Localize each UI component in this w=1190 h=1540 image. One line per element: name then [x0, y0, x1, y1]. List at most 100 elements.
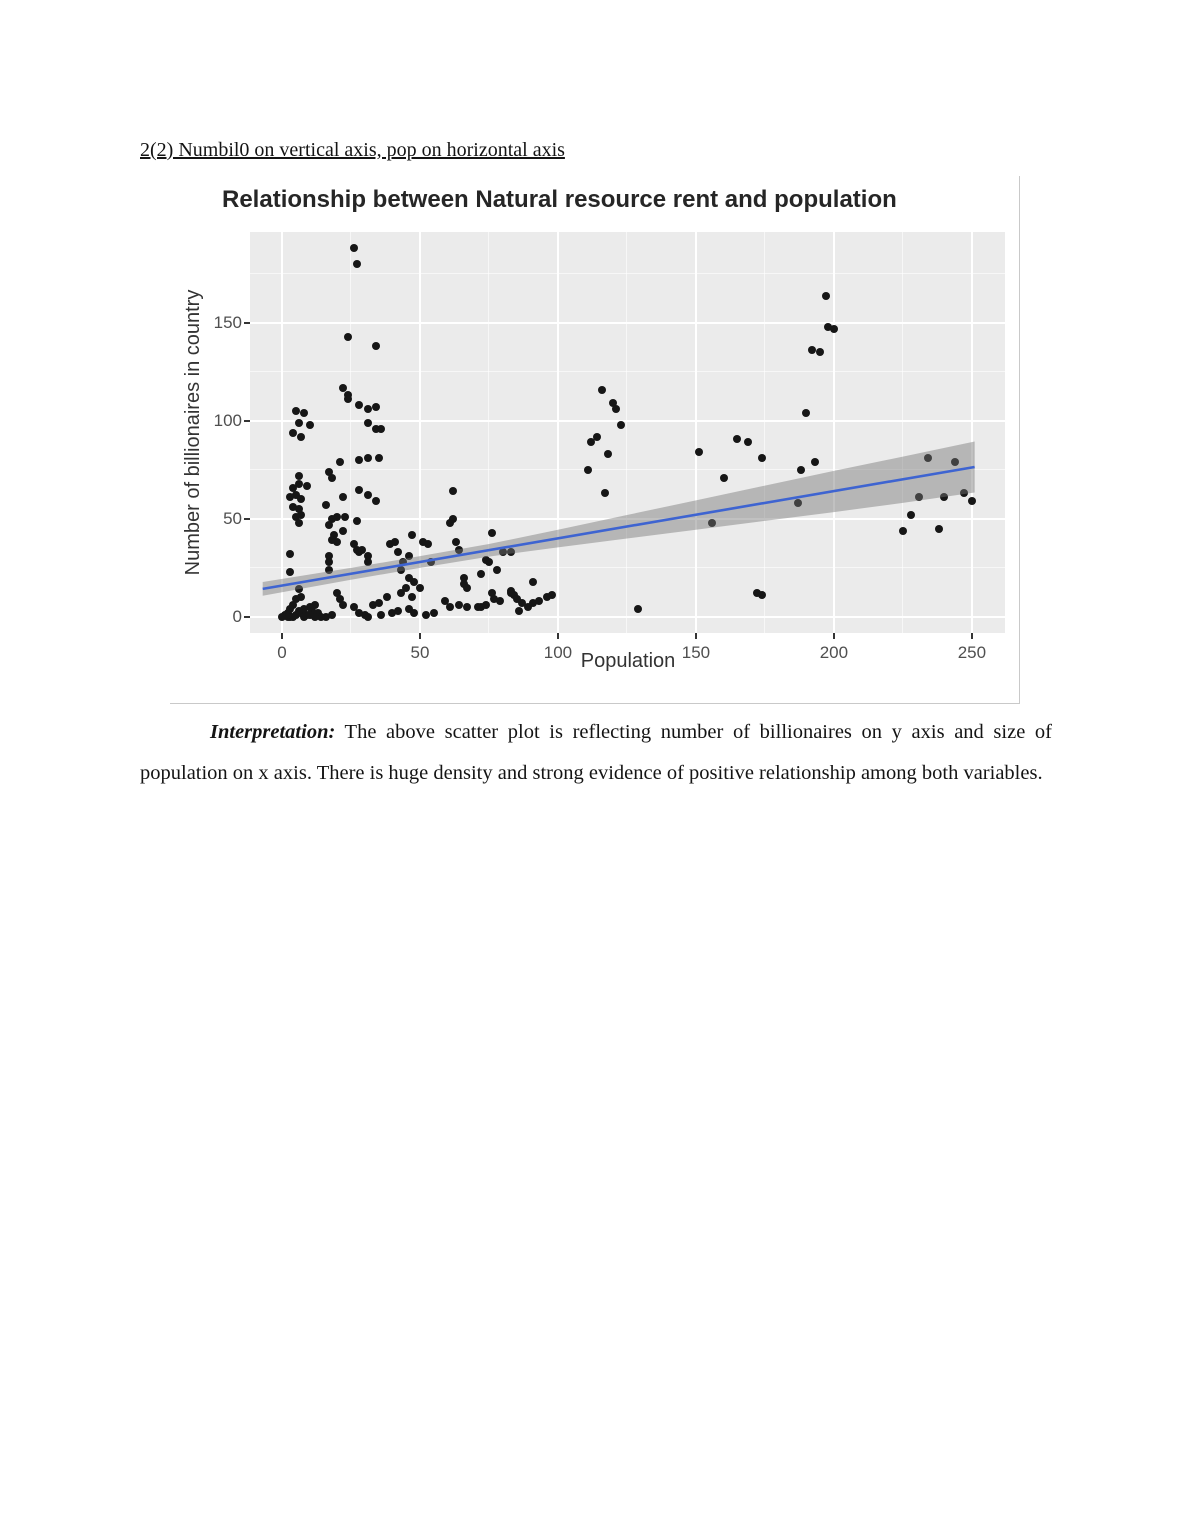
scatter-point: [424, 540, 433, 549]
scatter-point: [338, 493, 347, 502]
x-tick-mark: [281, 633, 283, 639]
scatter-point: [487, 589, 496, 598]
plot-panel: [250, 232, 1005, 633]
interpretation-paragraph: Interpretation: The above scatter plot i…: [140, 712, 1052, 793]
scatter-point: [418, 538, 427, 547]
scatter-point: [733, 434, 742, 443]
scatter-point: [484, 558, 493, 567]
scatter-point: [291, 491, 300, 500]
scatter-point: [330, 530, 339, 539]
scatter-point: [498, 548, 507, 557]
scatter-point: [404, 605, 413, 614]
scatter-point: [291, 512, 300, 521]
scatter-point: [302, 481, 311, 490]
scatter-point: [824, 322, 833, 331]
scatter-point: [421, 610, 430, 619]
scatter-point: [311, 601, 320, 610]
scatter-point: [327, 536, 336, 545]
scatter-point: [507, 589, 516, 598]
x-tick-label: 200: [819, 643, 849, 662]
scatter-point: [708, 518, 717, 527]
scatter-point: [967, 497, 976, 506]
scatter-point: [352, 516, 361, 525]
scatter-point: [449, 487, 458, 496]
scatter-point: [454, 546, 463, 555]
scatter-point: [286, 567, 295, 576]
scatter-point: [600, 489, 609, 498]
scatter-point: [322, 501, 331, 510]
scatter-point: [794, 499, 803, 508]
scatter-point: [355, 401, 364, 410]
scatter-point: [476, 603, 485, 612]
x-tick-label: 150: [681, 643, 711, 662]
interpretation-text: The above scatter plot is reflecting num…: [140, 721, 1052, 784]
scatter-point: [399, 558, 408, 567]
scatter-point: [344, 332, 353, 341]
scatter-point: [335, 458, 344, 467]
scatter-point: [449, 514, 458, 523]
scatter-point: [341, 512, 350, 521]
scatter-point: [617, 420, 626, 429]
scatter-point: [305, 610, 314, 619]
chart-figure: Relationship between Natural resource re…: [170, 176, 1020, 704]
interpretation-label: Interpretation:: [210, 721, 336, 743]
scatter-point: [507, 548, 516, 557]
gridline-x-major: [694, 232, 697, 633]
scatter-point: [807, 346, 816, 355]
scatter-point: [496, 597, 504, 606]
scatter-point: [300, 605, 309, 614]
scatter-point: [324, 558, 333, 567]
x-tick-label: 50: [410, 643, 430, 662]
scatter-point: [810, 458, 819, 467]
scatter-point: [796, 465, 805, 474]
scatter-point: [308, 607, 317, 616]
scatter-point: [355, 609, 364, 617]
scatter-point: [592, 432, 601, 441]
scatter-point: [297, 511, 306, 519]
scatter-point: [286, 550, 295, 559]
scatter-point: [371, 342, 380, 351]
scatter-point: [923, 454, 932, 463]
scatter-point: [429, 609, 438, 617]
scatter-point: [915, 493, 924, 502]
y-tick-label: 100: [213, 410, 242, 430]
scatter-point: [377, 610, 386, 619]
scatter-point: [534, 597, 543, 606]
scatter-point: [752, 589, 761, 598]
scatter-point: [349, 603, 358, 612]
scatter-point: [829, 324, 838, 333]
scatter-point: [396, 589, 405, 598]
scatter-point: [327, 473, 336, 482]
gridline-x-minor: [626, 232, 628, 633]
scatter-point: [407, 593, 416, 602]
scatter-point: [482, 601, 491, 610]
gridline-y-minor: [250, 371, 1005, 373]
scatter-point: [407, 530, 416, 539]
y-axis-title: Number of billionaires in country: [182, 289, 204, 576]
scatter-point: [349, 244, 358, 253]
y-tick-mark: [244, 615, 250, 618]
scatter-point: [286, 493, 295, 502]
scatter-point: [291, 407, 300, 416]
scatter-point: [427, 558, 436, 567]
section-heading: 2(2) Numbil0 on vertical axis, pop on ho…: [140, 139, 565, 161]
gridline-x-major: [556, 232, 559, 633]
scatter-point: [300, 612, 309, 621]
scatter-point: [404, 573, 413, 582]
scatter-point: [609, 399, 618, 408]
y-tick-label: 0: [232, 606, 242, 626]
scatter-point: [289, 483, 298, 492]
scatter-point: [363, 454, 372, 463]
scatter-point: [396, 565, 405, 574]
scatter-point: [374, 454, 383, 463]
scatter-point: [377, 424, 386, 433]
scatter-point: [451, 538, 460, 547]
scatter-point: [333, 512, 342, 521]
scatter-point: [719, 473, 728, 482]
scatter-point: [283, 612, 292, 621]
scatter-point: [758, 591, 767, 600]
y-tick-mark: [244, 517, 250, 520]
scatter-point: [338, 601, 347, 610]
scatter-point: [324, 520, 333, 529]
scatter-point: [305, 420, 314, 429]
